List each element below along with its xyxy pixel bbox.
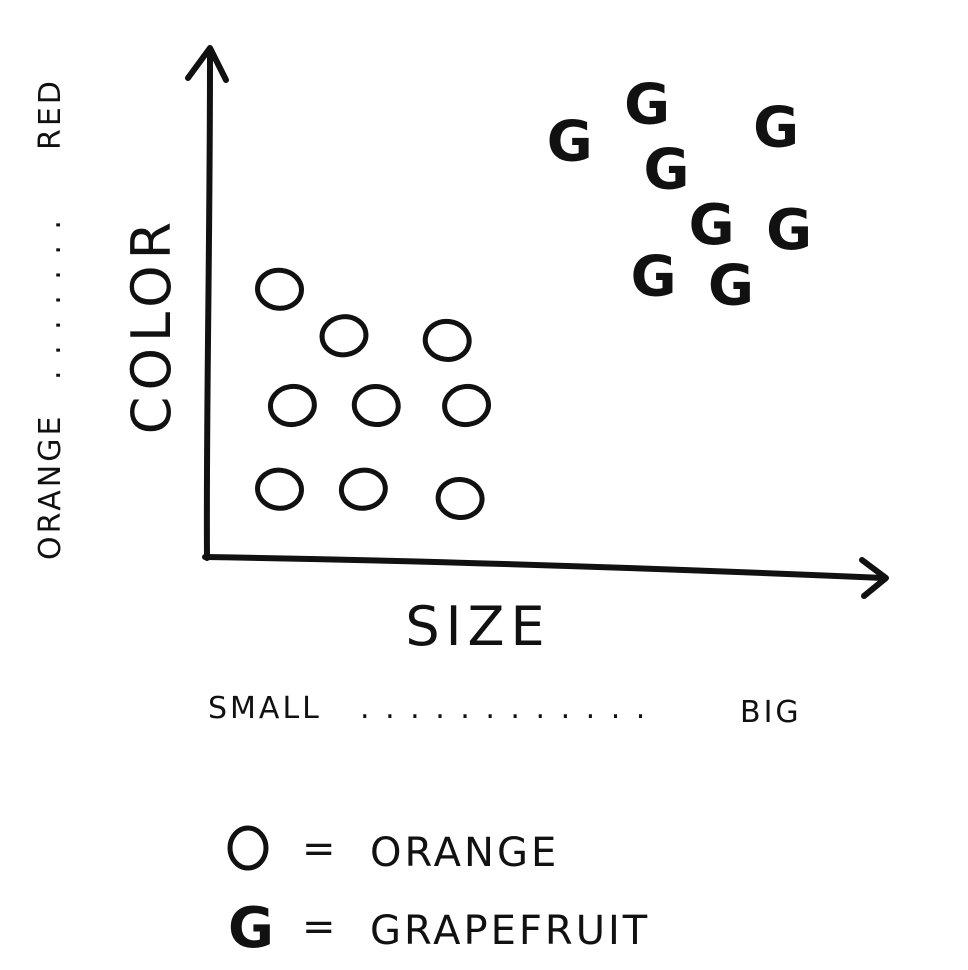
grapefruit-point-2: G bbox=[547, 109, 593, 174]
grapefruit-point-1: G bbox=[624, 72, 670, 137]
orange-point-5 bbox=[351, 383, 401, 428]
legend-grapefruit-label: GRAPEFRUIT bbox=[370, 908, 650, 954]
x-range-min-label: SMALL bbox=[208, 691, 322, 726]
x-range-max-label: BIG bbox=[740, 695, 802, 730]
legend-orange-symbol bbox=[227, 825, 269, 871]
grapefruit-point-8: G bbox=[708, 254, 754, 319]
orange-point-4 bbox=[267, 383, 317, 428]
orange-point-9 bbox=[435, 476, 485, 521]
orange-point-1 bbox=[255, 267, 304, 311]
orange-point-7 bbox=[255, 467, 304, 511]
orange-point-8 bbox=[338, 467, 388, 511]
legend-grapefruit-equals: = bbox=[302, 904, 339, 950]
y-axis-line bbox=[203, 49, 213, 561]
orange-point-6 bbox=[442, 383, 491, 428]
y-range-dots: . . . . . . . bbox=[33, 217, 68, 380]
grapefruit-point-4: G bbox=[644, 137, 690, 202]
legend-grapefruit-symbol: G bbox=[228, 896, 274, 961]
y-range-min-label: ORANGE bbox=[33, 414, 68, 560]
legend-orange-equals: = bbox=[302, 826, 339, 872]
x-range-dots: . . . . . . . . . . . . bbox=[360, 691, 648, 726]
y-axis-arrowhead bbox=[185, 45, 229, 83]
x-axis-title: SIZE bbox=[405, 595, 550, 658]
y-range-max-label: RED bbox=[33, 78, 68, 150]
legend-orange-label: ORANGE bbox=[370, 830, 559, 876]
y-axis-title: COLOR bbox=[120, 216, 183, 434]
grapefruit-point-5: G bbox=[689, 193, 735, 258]
legend: = ORANGE G = GRAPEFRUIT bbox=[227, 825, 650, 961]
orange-point-2 bbox=[319, 314, 369, 358]
grapefruit-point-7: G bbox=[631, 244, 677, 309]
x-axis-arrowhead bbox=[859, 557, 889, 599]
data-points: GG GGG GG G bbox=[255, 72, 812, 521]
grapefruit-point-3: G bbox=[753, 96, 799, 161]
grapefruit-point-6: G bbox=[766, 198, 812, 263]
x-axis-line bbox=[202, 554, 887, 581]
orange-point-3 bbox=[422, 318, 472, 362]
